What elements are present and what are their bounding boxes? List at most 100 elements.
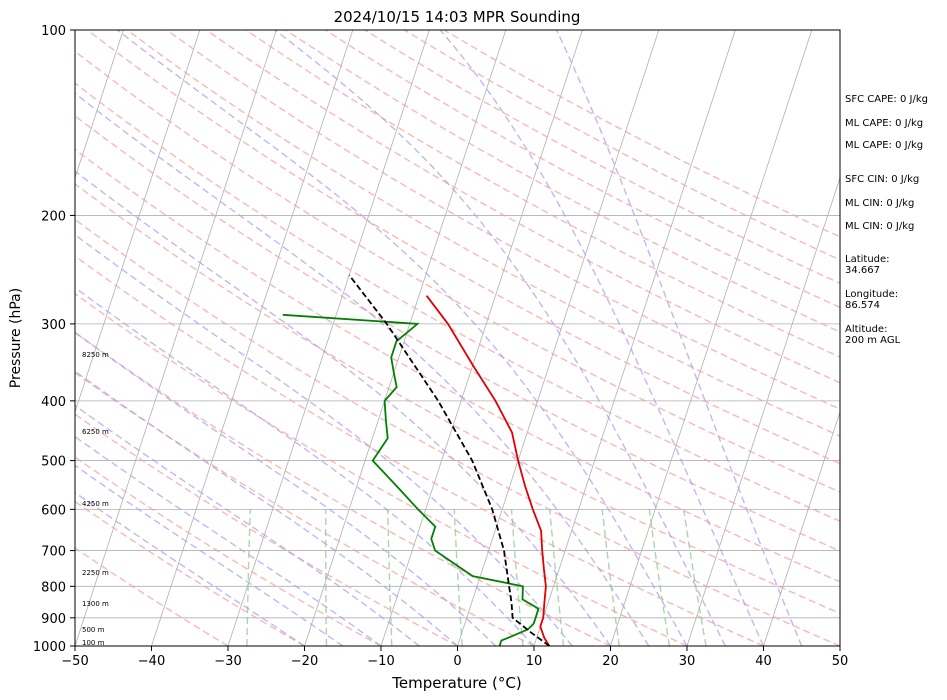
chart-title: 2024/10/15 14:03 MPR Sounding [334, 8, 581, 26]
mixing-ratio-line [325, 509, 328, 646]
dry-adiabat [75, 331, 611, 646]
x-tick-label: 40 [755, 654, 772, 669]
temperature-line [425, 295, 551, 646]
mixing-ratio-line [246, 509, 251, 646]
moist-adiabat [75, 464, 344, 646]
moist-adiabat [75, 370, 458, 646]
isotherm-line [304, 30, 507, 646]
dry-adiabat [75, 371, 535, 646]
moist-adiabat [75, 286, 535, 646]
y-tick-label: 1000 [33, 640, 66, 655]
isotherm-line [763, 410, 840, 646]
dry-adiabat [364, 30, 840, 285]
dry-adiabat [86, 30, 840, 465]
dry-adiabat [75, 82, 840, 522]
dry-adiabat [75, 115, 840, 552]
mixing-ratio-line [683, 509, 707, 646]
dry-adiabat [75, 218, 840, 646]
height-label: 2250 m [82, 569, 109, 577]
moist-adiabat [439, 30, 765, 646]
mixing-ratio-line [453, 509, 463, 646]
height-label: 6250 m [82, 428, 109, 436]
annotation-text: ML CAPE: 0 J/kg [845, 118, 923, 129]
mixing-ratio-line [648, 509, 671, 646]
x-axis-label: Temperature (°C) [391, 674, 521, 692]
moist-adiabat [274, 30, 726, 646]
isotherm-line [75, 30, 201, 414]
dry-adiabat [205, 30, 840, 384]
isotherm-line [533, 30, 736, 646]
dry-adiabat [245, 30, 840, 358]
annotation-text: SFC CIN: 0 J/kg [845, 174, 919, 185]
isotherm-line [227, 30, 430, 646]
moist-adiabat [75, 331, 497, 646]
height-label: 500 m [82, 626, 105, 634]
y-axis-label: Pressure (hPa) [8, 288, 24, 388]
dry-adiabat [75, 456, 382, 646]
x-tick-label: −40 [138, 654, 165, 669]
x-tick-label: 20 [602, 654, 619, 669]
moist-adiabat [75, 170, 612, 646]
isotherm-line [610, 30, 813, 646]
dry-adiabat [126, 30, 840, 437]
isotherm-line [457, 30, 660, 646]
dry-adiabat [75, 292, 688, 646]
y-tick-label: 200 [41, 209, 66, 224]
mixing-ratio-line [510, 509, 524, 646]
moist-adiabat [75, 404, 420, 646]
isotherm-line [75, 30, 277, 646]
y-tick-label: 500 [41, 455, 66, 470]
moist-adiabat [555, 30, 803, 646]
annotation-text: 86.574 [845, 300, 880, 311]
dry-adiabat [75, 255, 764, 646]
x-tick-label: 0 [453, 654, 461, 669]
dry-adiabat [75, 183, 840, 615]
x-tick-label: 50 [832, 654, 849, 669]
x-tick-label: −50 [61, 654, 88, 669]
height-label: 1300 m [82, 600, 109, 608]
y-tick-label: 100 [41, 24, 66, 39]
x-tick-label: −30 [214, 654, 241, 669]
dry-adiabat [75, 413, 458, 646]
dry-adiabat [75, 50, 840, 493]
y-tick-label: 800 [41, 580, 66, 595]
x-tick-label: 30 [679, 654, 696, 669]
y-tick-label: 400 [41, 395, 66, 410]
height-label: 8250 m [82, 351, 109, 359]
y-tick-label: 900 [41, 612, 66, 627]
annotation-text: Altitude: [845, 324, 887, 335]
mixing-ratio-line [387, 509, 393, 646]
annotation-text: ML CIN: 0 J/kg [845, 221, 914, 232]
moist-adiabat [75, 233, 573, 646]
annotation-text: Longitude: [845, 289, 898, 300]
annotation-text: Latitude: [845, 254, 890, 265]
dewpoint-line [282, 313, 540, 646]
isotherm-line [151, 30, 354, 646]
y-tick-label: 700 [41, 545, 66, 560]
parcel-profile-line [348, 274, 550, 646]
dry-adiabat [166, 30, 840, 410]
moist-adiabat [116, 30, 688, 646]
mixing-ratio-line [601, 509, 620, 646]
x-tick-label: −20 [291, 654, 318, 669]
dry-adiabat [75, 547, 229, 646]
height-label: 4250 m [82, 500, 109, 508]
height-label: 100 m [82, 639, 105, 647]
annotation-text: 34.667 [845, 265, 880, 276]
isotherm-line [75, 30, 124, 180]
mixing-ratio-line [549, 509, 565, 646]
y-tick-label: 300 [41, 318, 66, 333]
y-tick-label: 600 [41, 503, 66, 518]
moist-adiabat [75, 491, 305, 646]
annotation-text: ML CAPE: 0 J/kg [845, 140, 923, 151]
x-tick-label: −10 [367, 654, 394, 669]
annotation-text: ML CIN: 0 J/kg [845, 198, 914, 209]
isotherm-line [686, 176, 840, 646]
x-tick-label: 10 [526, 654, 543, 669]
dry-adiabat [75, 148, 840, 583]
moist-adiabat [75, 92, 650, 646]
isotherm-line [380, 30, 583, 646]
annotation-text: 200 m AGL [845, 335, 901, 346]
annotation-text: SFC CAPE: 0 J/kg [845, 94, 928, 105]
